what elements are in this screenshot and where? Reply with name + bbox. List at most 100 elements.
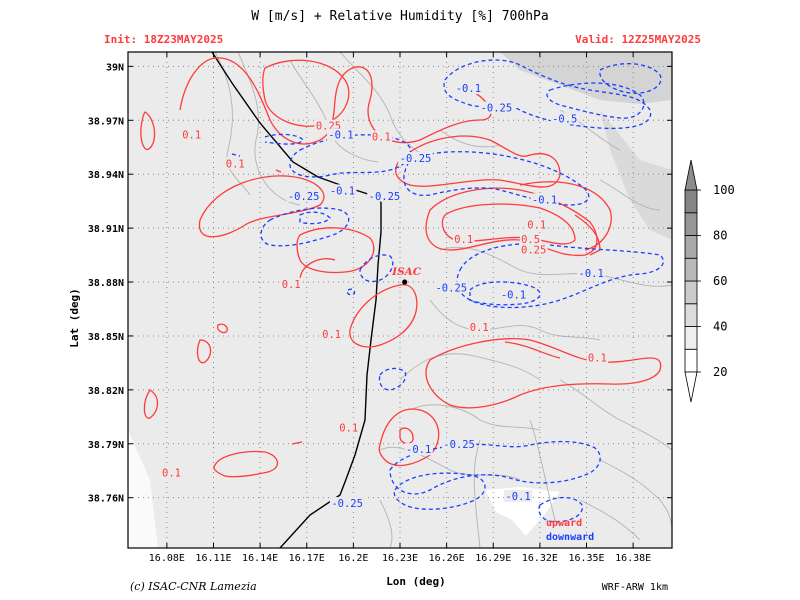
station-dot [402,279,408,285]
contour-label-upward: 0.1 [588,353,607,365]
contour-label-downward: -0.25 [331,498,363,510]
contour-label-bg [499,288,528,301]
contour-label-bg [454,81,483,94]
contour-label-bg [224,157,246,170]
colorbar-tick-label: 20 [713,365,727,379]
colorbar-segment [684,303,698,327]
x-tick-label: 16.2E [338,553,368,564]
grid [128,52,672,548]
contour-labels: 0.10.10.250.10.10.1 0.50.250.10.10.10.10.… [160,81,609,510]
contour-label-upward: 0.1 [162,468,181,480]
contour-label-bg [550,112,579,125]
contour-label-downward: -0.25 [400,153,432,165]
colorbar-segment [684,189,698,214]
contour-label-bg [329,497,365,510]
x-tick-label: 16.23E [382,553,418,564]
colorbar-segment [684,235,698,259]
contour-label-bg [320,328,343,341]
init-label: Init: 18Z23MAY2025 [104,33,223,46]
colorbar-segment [684,348,698,373]
contour-label-bg [468,320,491,333]
y-tick-label: 38.82N [88,386,124,397]
contour-label-downward: -0.25 [435,282,467,294]
humidity-shade-low [485,487,560,536]
contour-label-downward: -0.1 [579,268,604,280]
colorbar: 20 40 60 80 100 [684,159,735,403]
y-tick-label: 38.91N [88,224,124,235]
x-tick-label: 16.29E [475,553,511,564]
contour-label-bg [370,130,393,143]
contour-label-upward: 0.25 [521,245,546,257]
station-marker: ISAC [391,266,422,285]
contour-label-bg [452,232,475,245]
contour-label-upward: 0.5 [521,234,540,246]
contour-label-downward: -0.1 [505,491,530,503]
contour-label-bg [286,189,321,202]
legend-downward: downward [546,532,594,543]
contour-label-bg [160,466,183,479]
contour-label-upward: 0.1 [322,329,341,341]
contour-label-bg [519,243,548,256]
contour-label-bg [530,193,559,206]
plot-background [128,52,672,548]
contour-label-bg [326,128,355,141]
contour-label-bg [337,421,360,434]
model-label: WRF-ARW 1km [602,582,668,593]
contour-label-bg [280,277,302,290]
contour-label-upward: 0.1 [226,158,245,170]
colorbar-segment [684,280,698,305]
contour-label-downward: -0.25 [369,191,401,203]
colorbar-segment [684,257,698,282]
x-tick-label: 16.11E [195,553,231,564]
station-label: ISAC [391,266,422,278]
contour-label-bg [441,437,477,450]
y-tick-label: 38.76N [88,494,124,505]
humidity-shade-high [500,52,672,104]
x-tick-label: 16.38E [615,553,651,564]
x-tick-label: 16.32E [522,553,558,564]
contour-label-bg [367,189,402,202]
y-tick-label: 38.97N [88,116,124,127]
contour-label-downward: -0.25 [288,191,320,203]
credit-label: (c) ISAC-CNR Lamezia [130,580,257,593]
contour-label-bg [328,184,357,197]
contour-label-bg [398,152,433,165]
colorbar-tick-label: 40 [713,320,727,334]
contour-label-bg [504,489,533,502]
contour-label-bg [526,218,548,231]
contour-label-bg [434,281,469,294]
plot-area: 0.10.10.250.10.10.1 0.50.250.10.10.10.10.… [128,52,672,548]
contour-label-upward: 0.1 [282,279,301,291]
x-tick-label: 16.08E [149,553,185,564]
legend-upward: upward [546,518,582,529]
y-tick-label: 38.85N [88,332,124,343]
humidity-shade-low [128,430,158,548]
contour-label-bg [519,232,542,245]
contour-label-downward: -0.1 [330,185,355,197]
contour-label-downward: -0.25 [443,439,475,451]
x-tick-label: 16.26E [429,553,465,564]
y-tick-label: 39N [106,62,124,73]
contour-label-downward: -0.1 [406,444,431,456]
contour-label-bg [314,119,343,132]
x-tick-label: 16.17E [289,553,325,564]
contour-label-bg [586,351,609,364]
y-axis-label: Lat (deg) [68,288,81,348]
y-axis: 39N 38.97N 38.94N 38.91N 38.88N 38.85N 38.82N 3… [88,62,672,505]
contour-label-downward: -0.1 [328,130,353,142]
valid-label: Valid: 12Z25MAY2025 [575,33,701,46]
x-axis-label: Lon (deg) [386,575,446,588]
x-tick-label: 16.35E [568,553,604,564]
colorbar-tick-label: 80 [713,229,727,243]
y-tick-label: 38.79N [88,440,124,451]
contour-label-upward: 0.1 [182,130,201,142]
colorbar-min-arrow [684,371,698,403]
x-tick-label: 16.14E [242,553,278,564]
contour-label-upward: 0.1 [454,234,473,246]
contour-label-upward: 0.1 [372,131,391,143]
y-tick-label: 38.88N [88,278,124,289]
contour-label-bg [180,128,203,141]
y-tick-label: 38.94N [88,170,124,181]
